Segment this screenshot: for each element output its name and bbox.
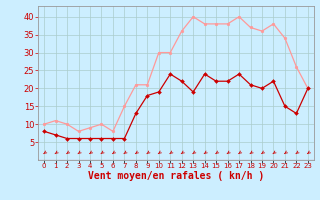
X-axis label: Vent moyen/en rafales ( kn/h ): Vent moyen/en rafales ( kn/h ) bbox=[88, 171, 264, 181]
